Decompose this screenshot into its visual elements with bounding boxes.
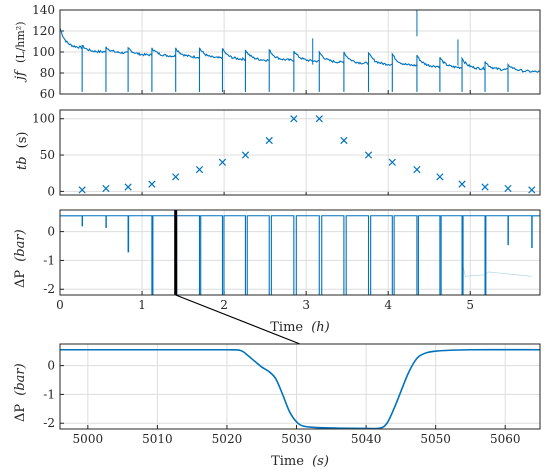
- pressure-zoom-series-line: [60, 348, 541, 430]
- tb-point-marker: [290, 115, 298, 123]
- tb-point-stroke: [528, 186, 536, 194]
- tb-point-marker: [78, 186, 86, 194]
- tb-point-stroke: [364, 151, 373, 159]
- tb-point-stroke: [290, 115, 298, 123]
- zoom-xlabel-unit: (s): [312, 454, 329, 469]
- tb-ylabel-unit: (s): [15, 131, 30, 148]
- tb-point-stroke: [413, 165, 421, 174]
- x-tick-label: 3: [302, 298, 310, 312]
- zoom-ylabel-unit: (bar): [13, 363, 28, 395]
- tb-point-marker: [340, 136, 348, 145]
- panel-flux-ylabel: jf (L/hm²): [13, 21, 28, 83]
- tb-point-marker: [124, 183, 132, 191]
- tb-point-stroke: [265, 136, 273, 145]
- tb-point-marker: [218, 158, 227, 166]
- y-tick-label: -1: [43, 253, 55, 267]
- panel-pressure-hours: -2 -1 0 0 1 2 3 4 5 ΔP (bar) Time (h): [13, 209, 541, 335]
- x-tick-label: 5030: [281, 432, 312, 446]
- flux-ylabel-unit: (L/hm²): [14, 21, 27, 63]
- panel-backwash-time: 0 50 100 tb (s): [15, 109, 541, 198]
- hours-xlabel-unit: (h): [311, 320, 330, 335]
- tb-point-marker: [481, 183, 489, 191]
- zoom-connector-line: [175, 294, 301, 345]
- tb-point-stroke: [504, 184, 512, 193]
- flux-series-line: [59, 27, 541, 92]
- panel-pressure-zoom-frame: [59, 343, 541, 430]
- tb-point-stroke: [458, 180, 466, 188]
- y-tick-label: -1: [43, 387, 55, 401]
- tb-point-marker: [436, 173, 444, 181]
- tb-point-stroke: [241, 151, 250, 159]
- zoom-xlabel-text: Time: [271, 454, 304, 469]
- x-tick-label: 4: [384, 298, 392, 312]
- tb-point-marker: [195, 165, 204, 174]
- tb-point-stroke: [172, 173, 180, 181]
- y-tick-label: 140: [32, 3, 55, 17]
- tb-point-marker: [458, 180, 466, 188]
- hours-xlabel-text: Time: [270, 320, 303, 335]
- tb-point-stroke: [388, 158, 396, 166]
- y-tick-label: 80: [40, 66, 55, 80]
- y-tick-label: 50: [40, 148, 55, 162]
- panel-pressure-hours-xlabel: Time (h): [270, 320, 330, 335]
- y-tick-label: 0: [47, 359, 55, 373]
- y-tick-label: -2: [43, 282, 55, 296]
- tb-point-marker: [504, 184, 512, 193]
- tb-point-stroke: [315, 115, 323, 123]
- y-tick-label: 120: [32, 24, 55, 38]
- y-tick-label: 60: [40, 87, 55, 101]
- panel-pressure-zoom: -2 -1 0 5000 5010 5020 5030 5040 5050 5060 ΔP (b…: [13, 343, 541, 469]
- panel-pressure-zoom-xlabel: Time (s): [271, 454, 329, 469]
- x-tick-label: 5010: [142, 432, 173, 446]
- pressure-hours-tail: [461, 261, 532, 277]
- tb-point-marker: [315, 115, 323, 123]
- y-tick-label: 0: [47, 225, 55, 239]
- pressure-hours-series-line: [59, 215, 541, 296]
- y-tick-label: 0: [47, 184, 55, 198]
- panel-backwash-time-frame: [59, 109, 541, 196]
- x-tick-label: 2: [220, 298, 228, 312]
- panel-flux-frame: [59, 9, 541, 95]
- tb-point-marker: [241, 151, 250, 159]
- tb-point-marker: [172, 173, 180, 181]
- x-tick-label: 5020: [212, 432, 243, 446]
- pressure-ylabel-symbol: ΔP: [13, 270, 28, 288]
- y-tick-label: -2: [43, 416, 55, 430]
- tb-point-stroke: [78, 186, 86, 194]
- x-tick-label: 0: [56, 298, 64, 312]
- tb-point-stroke: [102, 184, 110, 193]
- tb-point-marker: [364, 151, 373, 159]
- tb-point-marker: [148, 180, 156, 188]
- x-tick-label: 5060: [490, 432, 521, 446]
- tb-point-stroke: [481, 183, 489, 191]
- y-tick-label: 100: [32, 45, 55, 59]
- panel-pressure-hours-frame: [59, 209, 541, 296]
- tb-point-marker: [528, 186, 536, 194]
- tb-point-stroke: [218, 158, 227, 166]
- panel-pressure-zoom-ylabel: ΔP (bar): [13, 363, 28, 422]
- tb-point-stroke: [340, 136, 348, 145]
- x-tick-label: 5050: [420, 432, 451, 446]
- tb-point-marker: [388, 158, 396, 166]
- panel-pressure-hours-ylabel: ΔP (bar): [13, 229, 28, 288]
- panel-flux: 60 80 100 120 140 jf (L/hm²): [13, 3, 541, 101]
- flux-ylabel-symbol: jf: [13, 69, 28, 83]
- tb-ylabel-symbol: tb: [15, 156, 30, 170]
- tb-point-marker: [265, 136, 273, 145]
- y-tick-label: 100: [32, 112, 55, 126]
- panel-backwash-time-ylabel: tb (s): [15, 131, 30, 170]
- tb-point-stroke: [124, 183, 132, 191]
- tb-point-marker: [413, 165, 421, 174]
- tb-point-stroke: [148, 180, 156, 188]
- x-tick-label: 5000: [73, 432, 104, 446]
- x-tick-label: 1: [138, 298, 146, 312]
- x-tick-label: 5040: [351, 432, 382, 446]
- x-tick-label: 5: [466, 298, 474, 312]
- tb-point-stroke: [195, 165, 204, 174]
- pressure-ylabel-unit: (bar): [13, 229, 28, 261]
- tb-point-stroke: [436, 173, 444, 181]
- tb-point-marker: [102, 184, 110, 193]
- zoom-ylabel-symbol: ΔP: [13, 404, 28, 422]
